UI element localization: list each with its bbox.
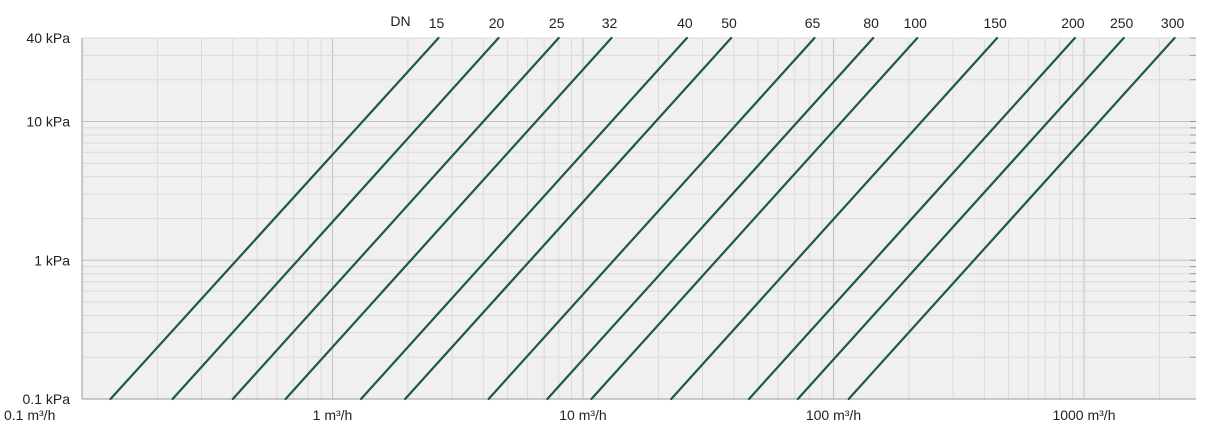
series-line-dn-250 (796, 36, 1125, 401)
series-line-dn-300 (847, 36, 1176, 401)
dn-label-40: 40 (677, 15, 693, 31)
y-tick-label: 0.1 kPa (23, 391, 71, 407)
dn-label-32: 32 (602, 15, 618, 31)
series-line-dn-50 (404, 36, 733, 401)
y-tick-label: 40 kPa (26, 30, 70, 46)
series-line-dn-40 (359, 36, 689, 401)
series-line-dn-15 (109, 36, 440, 401)
dn-label-100: 100 (904, 15, 928, 31)
dn-label-300: 300 (1161, 15, 1185, 31)
series-line-dn-200 (747, 36, 1077, 401)
series-line-dn-65 (487, 36, 816, 401)
dn-label-150: 150 (983, 15, 1007, 31)
x-axis-tick-labels: 0.1 m³/h 1 m³/h 10 m³/h 100 m³/h 1000 m³/h (4, 407, 1116, 423)
x-tick-label: 1000 m³/h (1052, 407, 1115, 423)
y-axis-tick-labels: 0.1 kPa 1 kPa 10 kPa 40 kPa (23, 30, 71, 407)
x-tick-label: 0.1 m³/h (4, 407, 55, 423)
series-line-dn-150 (670, 36, 999, 401)
grid-lines (81, 37, 1196, 400)
dn-label-250: 250 (1110, 15, 1134, 31)
dn-label-50: 50 (721, 15, 737, 31)
y-tick-label: 10 kPa (26, 114, 70, 130)
dn-label-25: 25 (549, 15, 565, 31)
dn-series-labels: DN 15 20 25 32 40 50 65 80 100 150 200 250 300 (390, 13, 1184, 31)
dn-label-20: 20 (489, 15, 505, 31)
x-tick-label: 100 m³/h (806, 407, 861, 423)
dn-label-15: 15 (429, 15, 445, 31)
series-line-dn-32 (284, 36, 613, 401)
dn-title-label: DN (390, 13, 410, 29)
x-tick-label: 10 m³/h (559, 407, 606, 423)
y-tick-label: 1 kPa (34, 252, 70, 268)
series-line-dn-100 (590, 36, 919, 401)
dn-label-200: 200 (1061, 15, 1085, 31)
series-line-dn-25 (231, 36, 560, 401)
series-line-dn-20 (171, 36, 500, 401)
dn-label-65: 65 (805, 15, 821, 31)
series-lines (109, 36, 1176, 401)
dn-label-80: 80 (863, 15, 879, 31)
x-tick-label: 1 m³/h (313, 407, 353, 423)
series-line-dn-80 (546, 36, 875, 401)
